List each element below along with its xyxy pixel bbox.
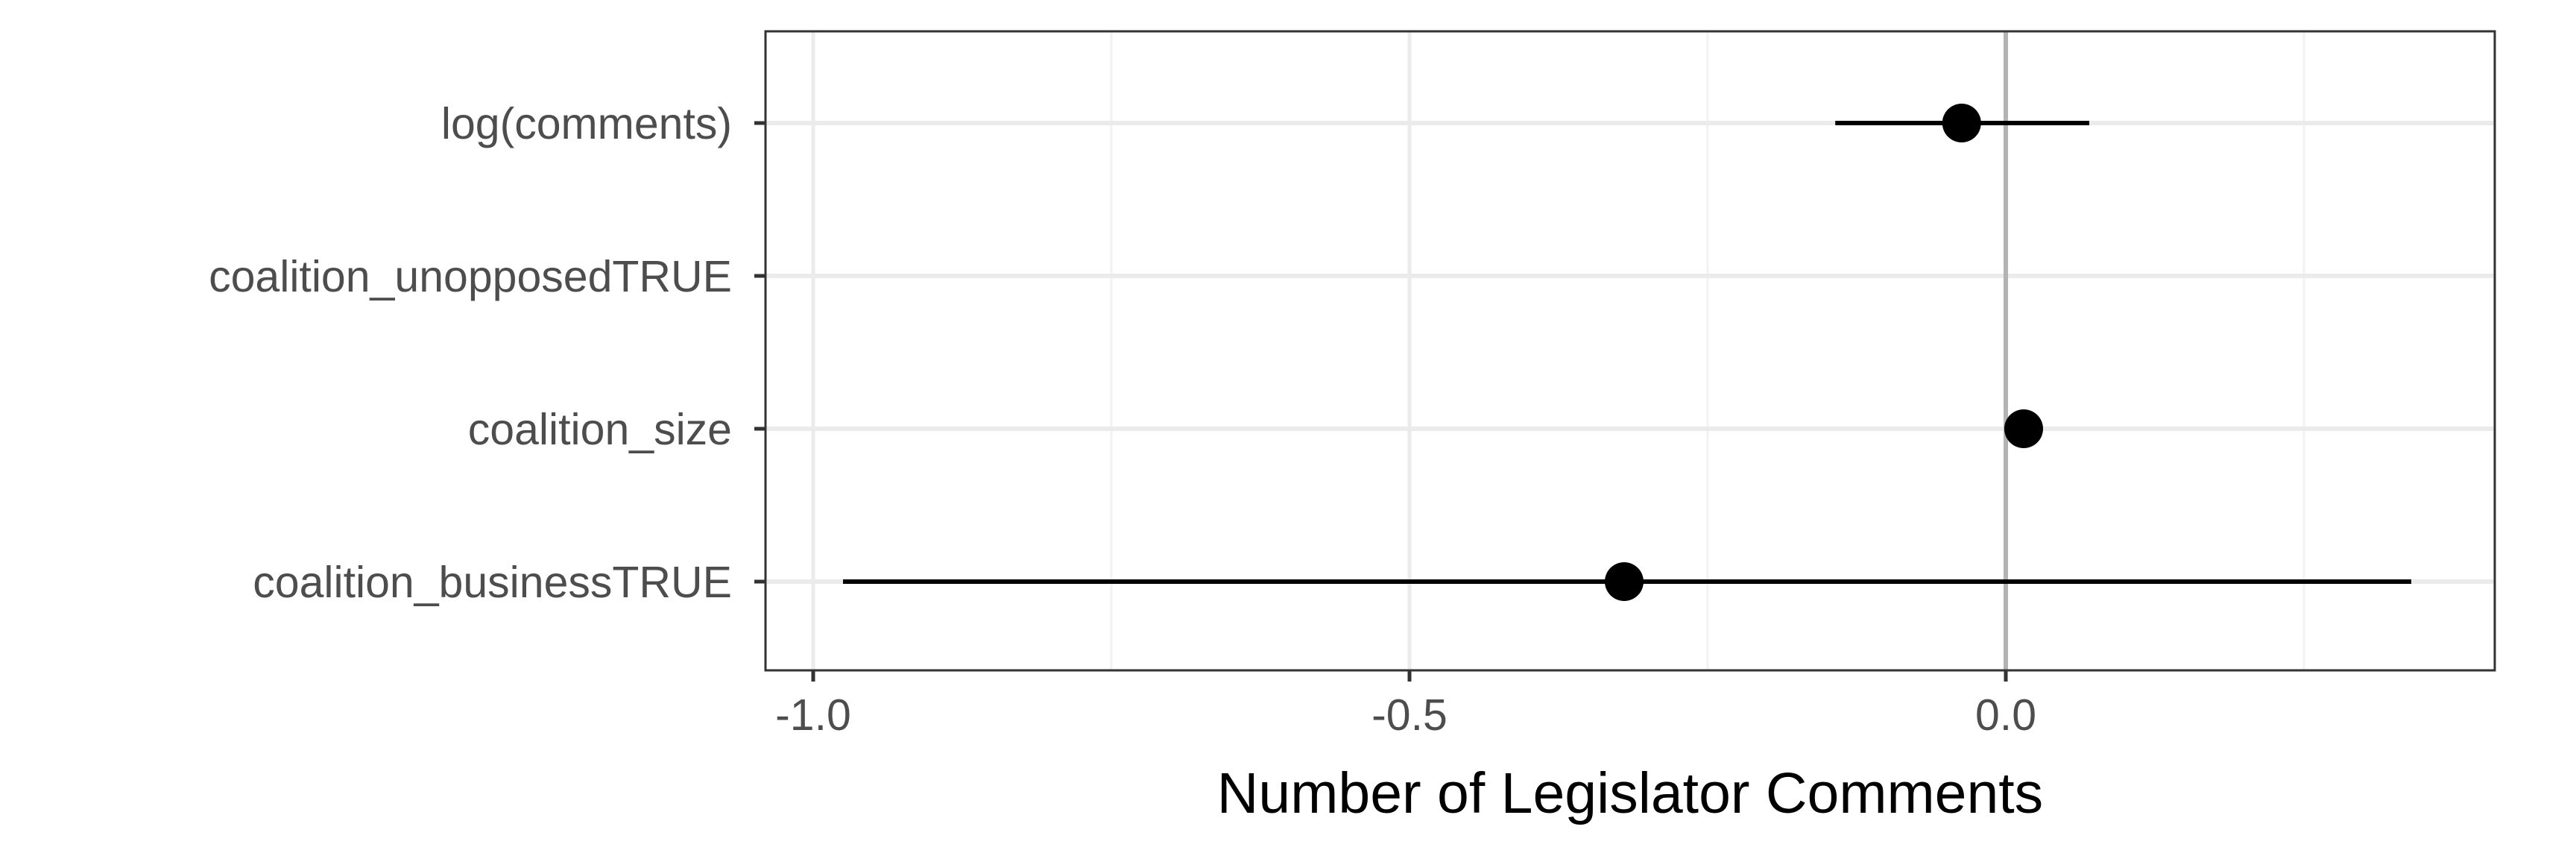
marks-layer: [843, 104, 2411, 601]
axis-layer: log(comments) coalition_unopposedTRUEcoal…: [209, 99, 2036, 740]
x-tick-label: -1.0: [775, 690, 851, 740]
y-tick-label: coalition_size: [468, 405, 732, 454]
y-tick-label: coalition_unopposedTRUE: [209, 252, 732, 301]
estimate-point: [2004, 409, 2043, 448]
estimate-point: [1942, 104, 1981, 142]
estimate-point: [1605, 562, 1644, 601]
y-tick-label: log(comments): [441, 99, 732, 148]
x-axis-title: Number of Legislator Comments: [1217, 761, 2043, 825]
x-tick-label: 0.0: [1975, 690, 2036, 740]
panel-border: [764, 30, 2496, 672]
x-tick-label: -0.5: [1371, 690, 1448, 740]
y-tick-label: coalition_businessTRUE: [253, 558, 732, 607]
